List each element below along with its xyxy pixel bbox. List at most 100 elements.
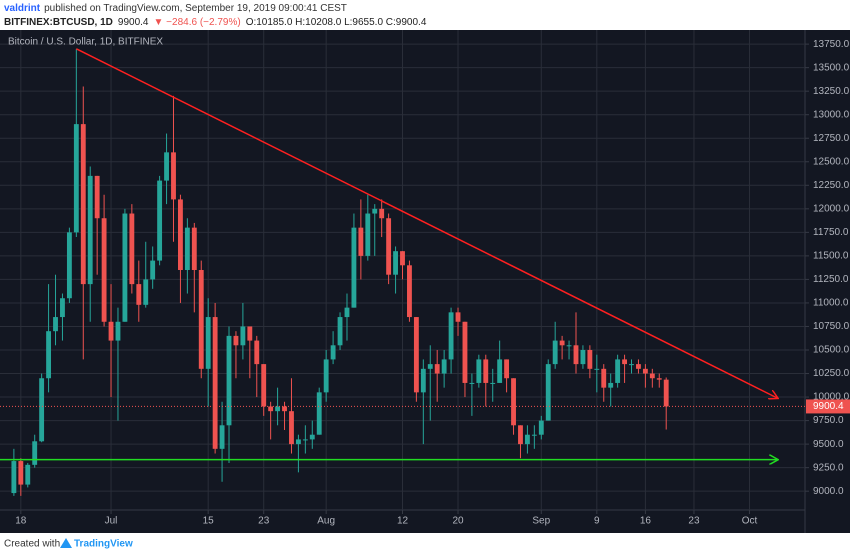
candle-body [587, 350, 593, 369]
candle-body [441, 359, 447, 374]
candle-body [330, 345, 336, 360]
header-bg [0, 0, 850, 30]
candle-body [309, 434, 315, 440]
candle-body [53, 317, 58, 332]
candle-body [407, 265, 412, 318]
y-tick-label: 13500.0 [813, 62, 850, 73]
candle-body [302, 439, 308, 441]
y-tick-label: 10000.0 [813, 392, 850, 403]
chart-bg [0, 30, 850, 533]
candle-body [483, 359, 489, 383]
candle-body [136, 284, 142, 305]
candle-body [247, 326, 253, 341]
candle-body [400, 251, 405, 266]
x-tick-label: Oct [742, 516, 758, 527]
candle-body [316, 392, 322, 435]
candle-body [455, 312, 461, 322]
candle-body [559, 340, 565, 346]
candle-body [25, 464, 31, 485]
candle-body [531, 434, 537, 436]
candle-body [524, 434, 530, 445]
candle-body [511, 378, 516, 426]
plot [0, 48, 805, 496]
candle-body [601, 368, 607, 388]
x-tick-label: 9 [594, 516, 600, 527]
candle-body [115, 321, 121, 341]
candle-body [164, 152, 169, 181]
candle-body [268, 406, 274, 412]
y-tick-label: 12750.0 [813, 133, 850, 144]
candle-body [462, 321, 468, 383]
candle-body [191, 227, 197, 270]
candle-body [129, 213, 135, 285]
candle-body [282, 406, 287, 412]
candle-body [351, 227, 357, 308]
y-tick-label: 13000.0 [813, 109, 850, 120]
candle-body [545, 364, 551, 421]
candle-body [469, 382, 475, 384]
candle-body [386, 218, 392, 275]
x-tick-label: 18 [15, 516, 27, 527]
y-tick-label: 9750.0 [813, 415, 844, 426]
candle-body [108, 321, 114, 341]
candle-body [608, 382, 614, 388]
candle-body [323, 359, 329, 393]
footer-brand[interactable]: TradingView [74, 539, 133, 550]
y-tick-label: 13250.0 [813, 86, 850, 97]
candle-body [372, 208, 378, 214]
candle-body [580, 350, 586, 365]
grid [0, 30, 805, 510]
trend-line [76, 48, 777, 398]
logo-icon [60, 538, 72, 548]
candle-body [233, 335, 239, 346]
candle-body [212, 317, 218, 449]
y-tick-label: 11500.0 [813, 251, 849, 262]
candle-body [157, 180, 163, 261]
axes: 9000.0 9250.0 9500.0 9750.0 10000.0 10250.0 10… [15, 39, 850, 527]
candle-body [663, 379, 669, 407]
x-tick-label: 20 [452, 516, 464, 527]
candle-body [94, 175, 100, 219]
candle-body [636, 364, 641, 369]
y-tick-label: 9000.0 [813, 486, 844, 497]
candle-body [497, 359, 503, 383]
y-tick-label: 9250.0 [813, 462, 844, 473]
symbol: BITFINEX:BTCUSD, 1D [4, 17, 113, 28]
candle-body [150, 260, 156, 280]
candle-body [552, 340, 558, 365]
candle-body [434, 364, 440, 374]
y-tick-label: 12500.0 [813, 156, 850, 167]
candle-body [490, 382, 496, 384]
candle-body [275, 406, 281, 412]
candle-body [566, 345, 572, 347]
candle-body [87, 175, 93, 285]
candle-body [594, 368, 600, 370]
candle-body [39, 378, 45, 442]
candle-body [60, 298, 65, 318]
y-tick-label: 10750.0 [813, 321, 850, 332]
candle-body [205, 317, 211, 369]
candle-body [649, 373, 655, 379]
candle-body [573, 345, 579, 365]
published: published on TradingView.com, September … [44, 3, 347, 14]
last-price-box [806, 399, 850, 414]
y-tick-label: 13750.0 [813, 39, 850, 50]
candle-body [642, 368, 648, 374]
candle-body [295, 439, 301, 445]
candle-body [32, 441, 38, 465]
candle-body [344, 307, 350, 318]
candle-body [143, 279, 149, 305]
candle-body [379, 208, 385, 219]
change: ▼ −284.6 (−2.79%) [154, 17, 241, 28]
candle-body [504, 359, 510, 379]
candle-body [358, 227, 364, 256]
header-line: valdrint published on TradingView.com, Se… [4, 3, 347, 14]
candle-body [73, 124, 79, 233]
author[interactable]: valdrint [4, 3, 41, 14]
candle-body [476, 359, 482, 383]
candle-body [11, 461, 17, 494]
x-tick-label: 16 [640, 516, 652, 527]
x-tick-label: 12 [397, 516, 409, 527]
x-tick-label: 23 [258, 516, 270, 527]
